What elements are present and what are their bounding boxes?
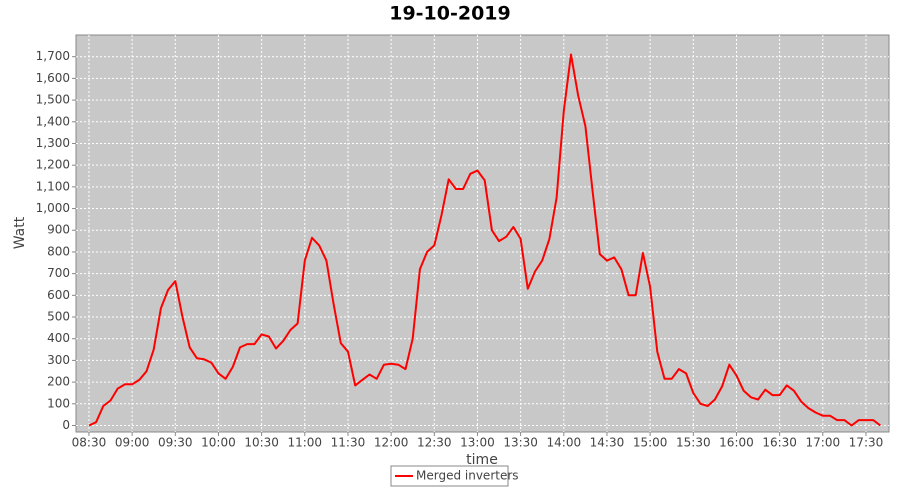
x-axis-label: time bbox=[466, 452, 498, 468]
data-line bbox=[88, 53, 882, 427]
plot-area bbox=[75, 34, 890, 433]
y-tick-label: 200 bbox=[47, 375, 70, 389]
x-tick-label: 12:30 bbox=[417, 436, 452, 450]
x-tick-label: 15:30 bbox=[676, 436, 711, 450]
x-tick-label: 09:00 bbox=[115, 436, 150, 450]
x-tick-label: 17:00 bbox=[806, 436, 841, 450]
x-tick-label: 14:00 bbox=[547, 436, 582, 450]
x-tick-label: 11:30 bbox=[331, 436, 366, 450]
y-tick-label: 600 bbox=[47, 288, 70, 302]
x-tick-label: 13:30 bbox=[503, 436, 538, 450]
x-tick-label: 16:00 bbox=[719, 436, 754, 450]
x-tick-label: 17:30 bbox=[849, 436, 884, 450]
y-tick-label: 700 bbox=[47, 266, 70, 280]
y-tick-label: 100 bbox=[47, 396, 70, 410]
y-tick-label: 1,100 bbox=[36, 179, 70, 193]
chart-title: 19-10-2019 bbox=[389, 3, 511, 25]
x-tick-label: 09:30 bbox=[158, 436, 193, 450]
x-tick-label: 11:00 bbox=[287, 436, 322, 450]
x-tick-label: 14:30 bbox=[590, 436, 625, 450]
y-tick-label: 1,600 bbox=[36, 71, 70, 85]
y-tick-label: 900 bbox=[47, 223, 70, 237]
x-tick-label: 15:00 bbox=[633, 436, 668, 450]
y-axis-label: Watt bbox=[12, 216, 28, 249]
y-tick-label: 0 bbox=[62, 418, 70, 432]
y-tick-label: 800 bbox=[47, 244, 70, 258]
y-tick-label: 400 bbox=[47, 331, 70, 345]
legend-label: Merged inverters bbox=[416, 469, 519, 483]
y-tick-label: 1,300 bbox=[36, 136, 70, 150]
x-tick-label: 16:30 bbox=[762, 436, 797, 450]
x-tick-label: 12:00 bbox=[374, 436, 409, 450]
legend-box bbox=[390, 465, 509, 487]
y-tick-label: 1,500 bbox=[36, 93, 70, 107]
y-tick-label: 500 bbox=[47, 310, 70, 324]
x-tick-label: 10:00 bbox=[201, 436, 236, 450]
x-tick-label: 08:30 bbox=[72, 436, 107, 450]
y-tick-label: 1,200 bbox=[36, 158, 70, 172]
y-tick-label: 1,000 bbox=[36, 201, 70, 215]
y-tick-label: 1,700 bbox=[36, 49, 70, 63]
x-tick-label: 10:30 bbox=[244, 436, 279, 450]
y-tick-label: 300 bbox=[47, 353, 70, 367]
y-tick-label: 1,400 bbox=[36, 114, 70, 128]
x-tick-label: 13:00 bbox=[460, 436, 495, 450]
